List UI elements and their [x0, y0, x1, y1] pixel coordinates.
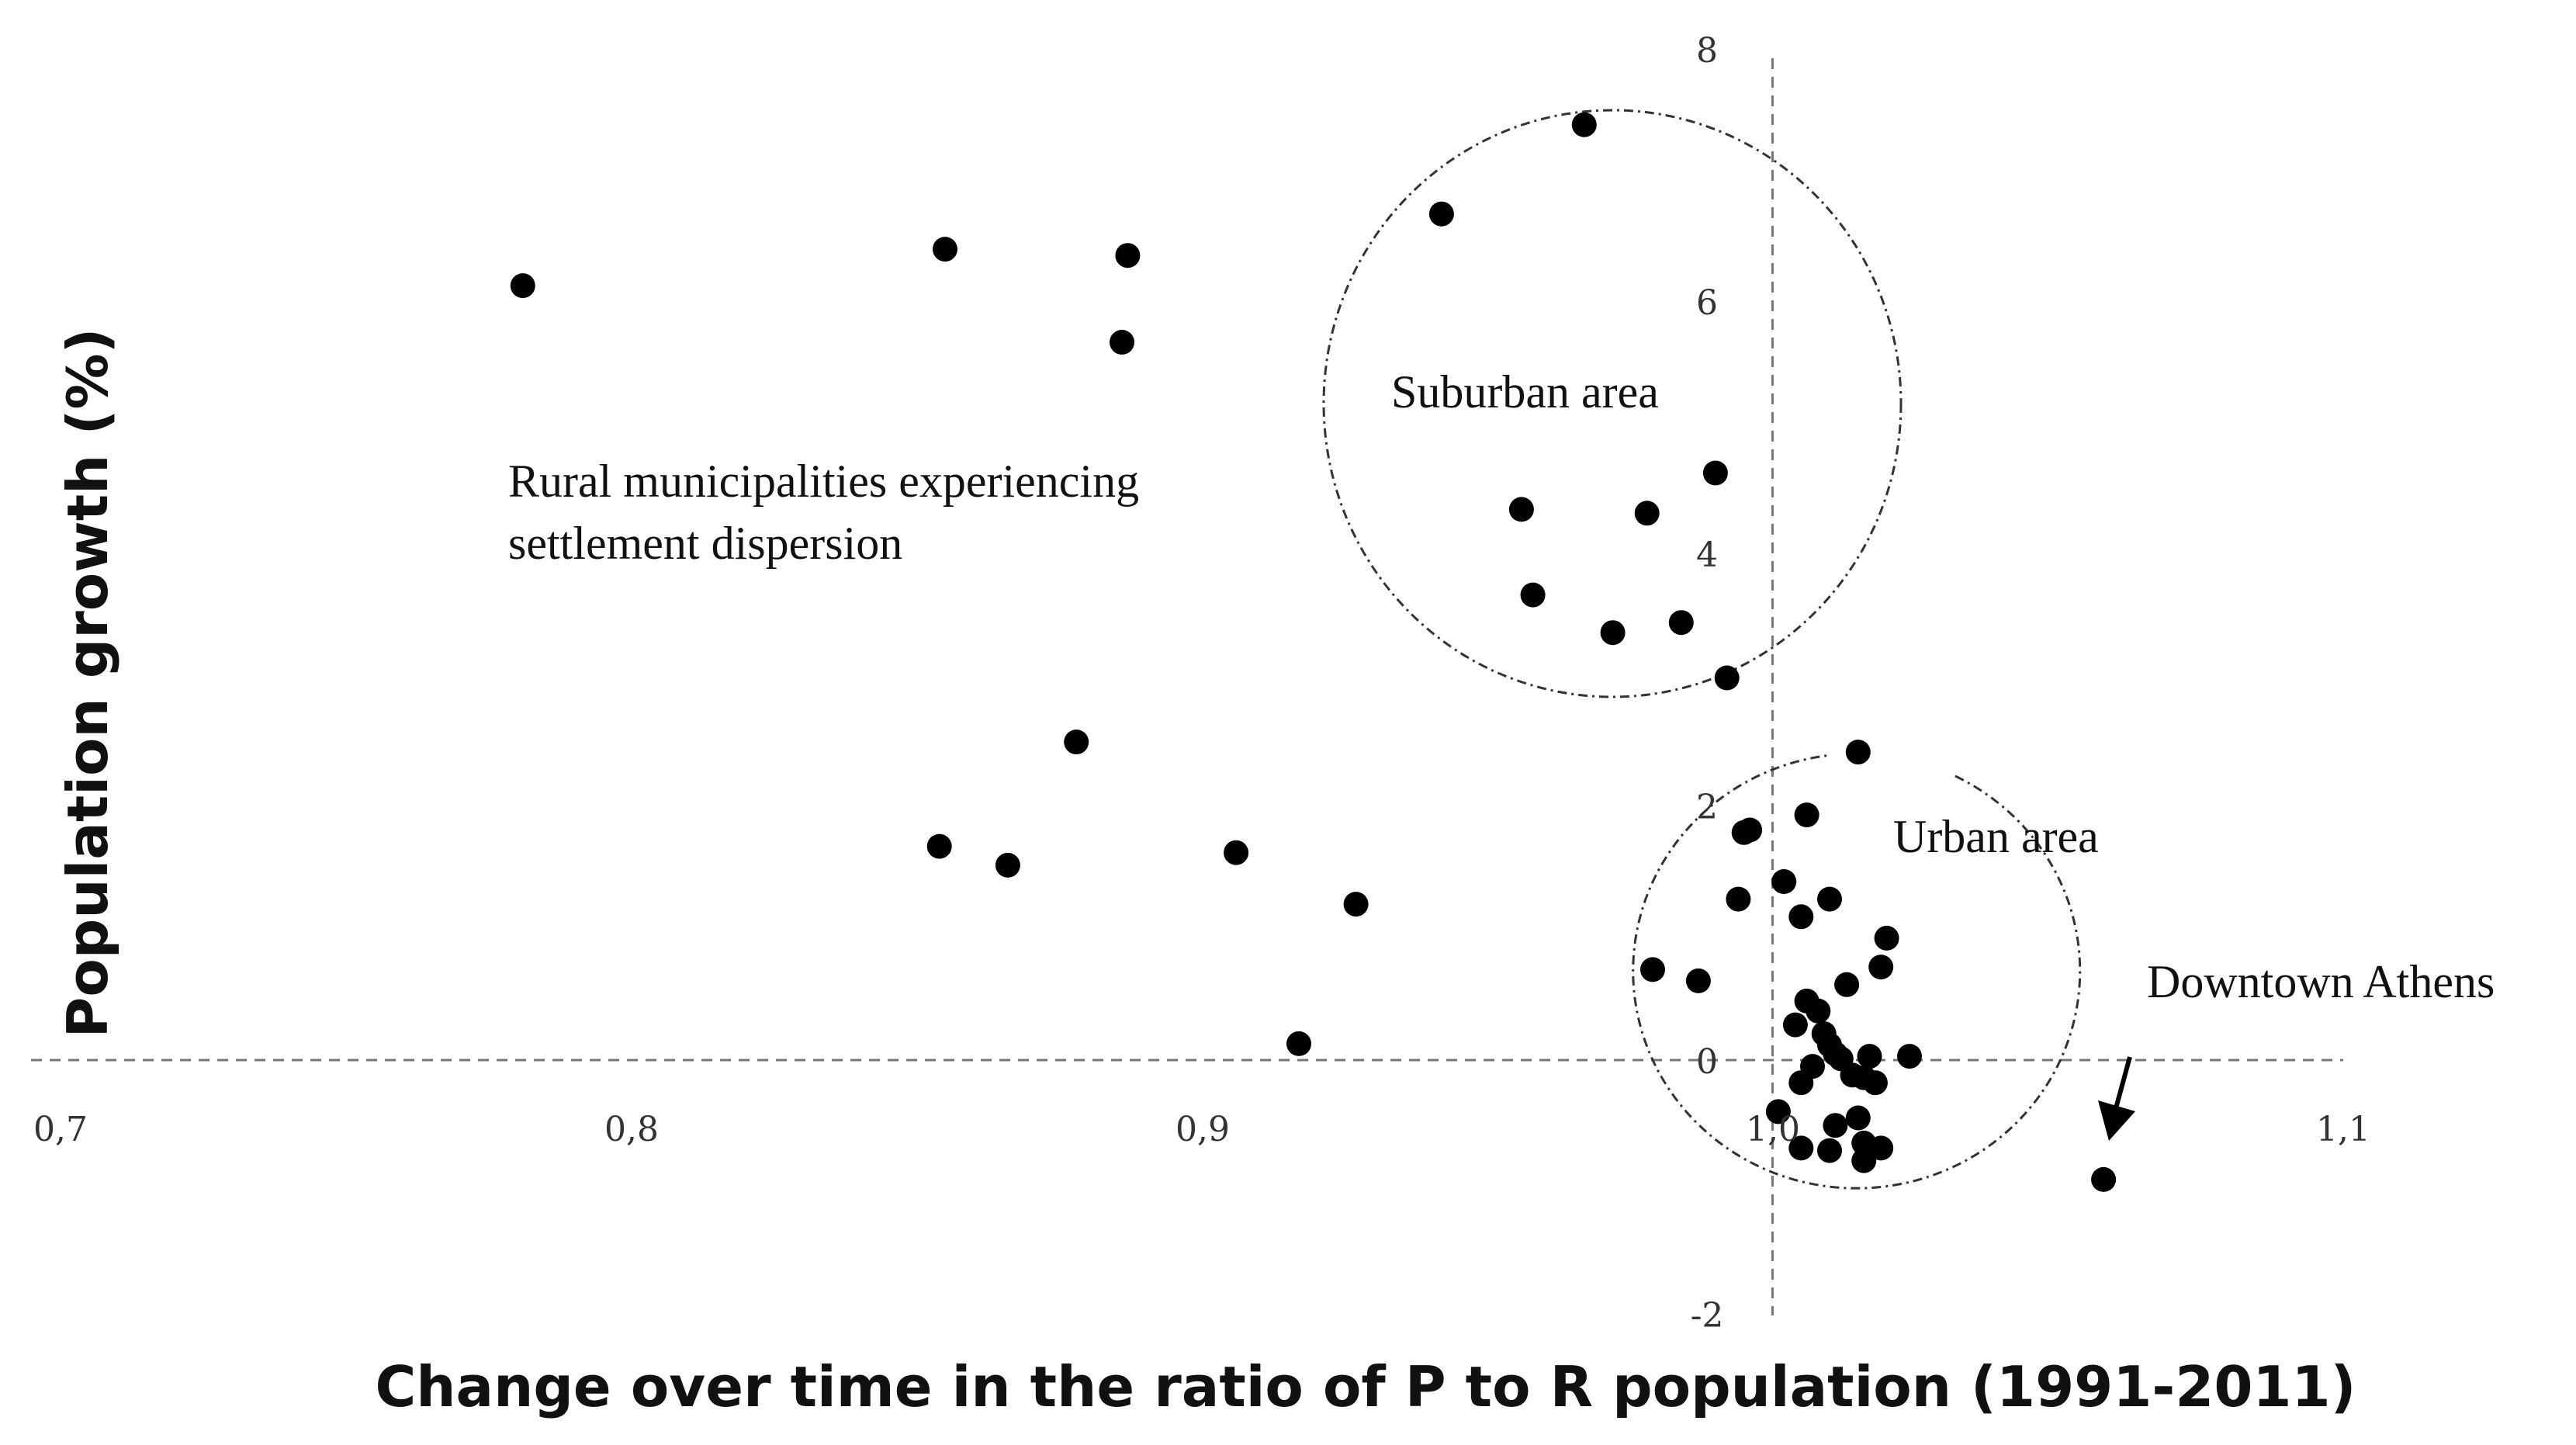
data-point	[1794, 802, 1819, 828]
data-point	[1845, 740, 1871, 765]
y-axis-title: Population growth (%)	[55, 328, 120, 1038]
y-tick-label: 0	[1696, 1042, 1718, 1082]
data-point	[1428, 201, 1454, 227]
x-tick-label: 0,8	[604, 1110, 659, 1149]
data-point	[1788, 904, 1814, 930]
data-point	[1064, 729, 1089, 755]
data-point	[1571, 112, 1597, 137]
data-point	[1771, 869, 1797, 894]
labels: 0,7 0,8 0,9 1,0 1,1 8 6 4 2 0 -2 Change …	[33, 31, 2495, 1419]
data-point	[1110, 330, 1134, 355]
data-point	[1897, 1044, 1922, 1069]
data-point	[1731, 820, 1757, 845]
downtown-athens-arrow-head	[2098, 1100, 2135, 1141]
data-point	[1685, 968, 1711, 993]
data-point	[510, 273, 535, 299]
data-point	[1851, 1148, 1877, 1173]
rural-annotation-line-2: settlement dispersion	[508, 518, 902, 569]
data-point	[1714, 665, 1740, 691]
suburban-area-label: Suburban area	[1391, 366, 1659, 418]
data-point	[1788, 1135, 1814, 1161]
rural-annotation-line-1: Rural municipalities experiencing	[508, 456, 1139, 507]
data-point	[926, 833, 952, 859]
data-point	[1782, 1012, 1808, 1038]
data-point	[1868, 955, 1894, 980]
x-tick-label: 0,9	[1175, 1110, 1230, 1149]
data-point	[1520, 582, 1546, 608]
data-point	[1765, 1099, 1791, 1124]
data-point	[1806, 998, 1831, 1024]
data-point	[1862, 1070, 1888, 1096]
y-tick-label: 4	[1696, 535, 1718, 575]
data-point	[1343, 892, 1369, 917]
annotations	[1322, 109, 2135, 1190]
data-point	[1874, 925, 1899, 951]
data-point	[1224, 840, 1249, 865]
data-point	[1600, 620, 1626, 646]
downtown-athens-label: Downtown Athens	[2147, 956, 2495, 1007]
data-point	[995, 852, 1020, 878]
y-tick-label: 6	[1696, 283, 1718, 323]
data-point	[1640, 957, 1665, 982]
downtown-athens-arrow-shaft	[2114, 1056, 2132, 1109]
data-points	[510, 112, 2117, 1192]
x-tick-label: 0,7	[33, 1110, 88, 1149]
data-point	[933, 237, 957, 262]
data-point	[1857, 1044, 1882, 1069]
data-point	[2091, 1166, 2117, 1192]
data-point	[1823, 1113, 1848, 1138]
urban-area-circle	[1632, 754, 2082, 1190]
x-axis-title: Change over time in the ratio of P to R …	[375, 1354, 2356, 1419]
x-tick-label: 1,1	[2316, 1110, 2370, 1149]
data-point	[1868, 1135, 1894, 1161]
x-tick-label: 1,0	[1746, 1110, 1800, 1149]
urban-area-label: Urban area	[1893, 811, 2099, 862]
data-point	[1845, 1105, 1871, 1131]
data-point	[1817, 886, 1842, 912]
data-point	[1115, 243, 1141, 269]
data-point	[1508, 497, 1534, 522]
data-point	[1702, 460, 1728, 486]
data-point	[1834, 972, 1860, 997]
suburban-area-circle	[1322, 109, 1903, 698]
y-tick-label: 2	[1696, 788, 1718, 827]
y-tick-label: -2	[1691, 1296, 1724, 1336]
data-point	[1634, 501, 1660, 526]
data-point	[1286, 1031, 1311, 1056]
data-point	[1788, 1070, 1814, 1096]
y-tick-label: 8	[1696, 31, 1718, 71]
data-point	[1726, 886, 1751, 912]
data-point	[1817, 1138, 1842, 1163]
data-point	[1668, 610, 1694, 636]
